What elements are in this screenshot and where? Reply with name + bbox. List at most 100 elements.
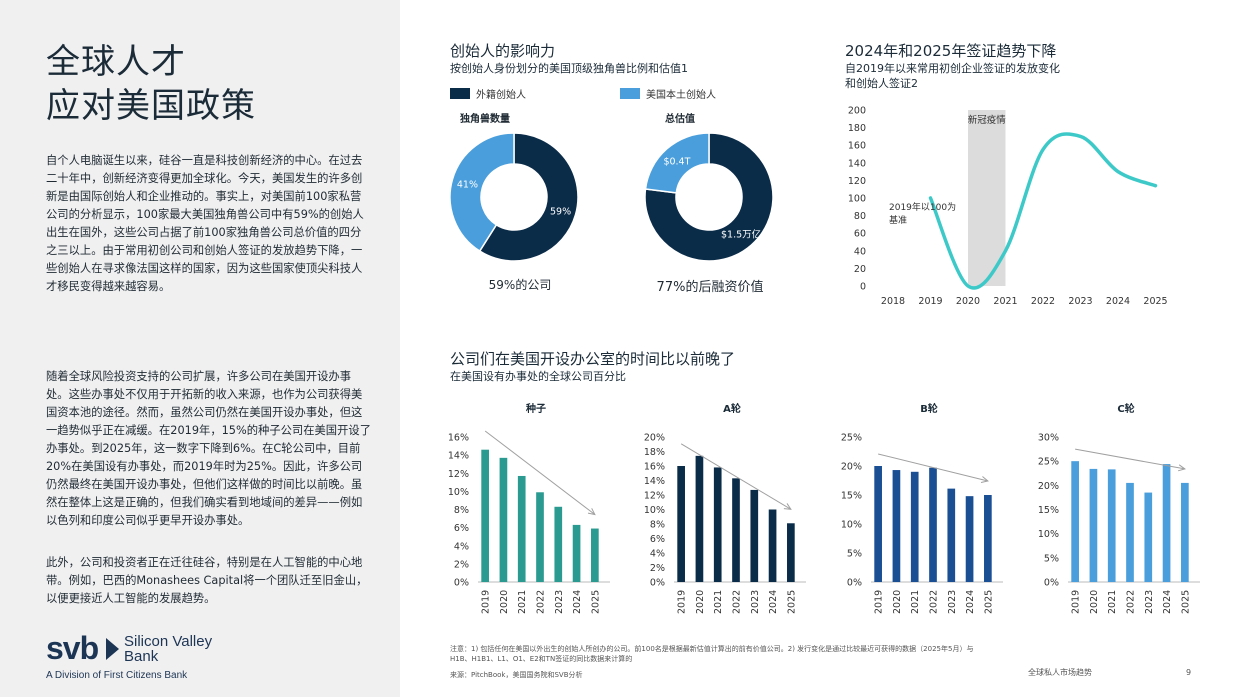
bar-xtick: 2021 [1107,590,1118,614]
donut1-title: 独角兽数量 [460,114,510,125]
donut2-caption: 77%的后融资价值 [656,280,764,295]
bar [499,457,508,582]
title-line-1: 全球人才 [46,42,186,82]
visa-xtick: 2023 [1068,296,1092,307]
bar-chart-1: A轮 0% 2% 4% 6% 8% 10% 12% 14% 16% 18% 20% 2019 2020 20… [644,402,806,614]
bar [517,475,526,582]
page-title: 全球人才 应对美国政策 [46,40,256,128]
bar-ytick: 4% [454,541,469,552]
bar-xtick: 2019 [874,590,885,614]
donut2-title: 总估值 [665,114,695,125]
donut1-label-0: 59% [550,207,571,218]
bar-xtick: 2020 [892,590,903,614]
bar-ytick: 12% [448,469,469,480]
visa-ytick: 60 [854,229,866,240]
footer-note: 注意：1) 包括任何在美国以外出生的创始人所创办的公司。前100名是根据最新估值… [450,645,974,663]
visa-xtick: 2020 [956,296,980,307]
bar-chart-title: A轮 [723,402,741,415]
bar-ytick: 6% [650,534,665,545]
bar-ytick: 0% [650,578,665,589]
bar [481,449,489,582]
visa-xtick: 2021 [993,296,1017,307]
bar-xtick: 2022 [929,590,940,614]
bar-xtick: 2019 [481,590,492,614]
visa-line-chart: 新冠疫情 0 20 40 60 80 100 120 140 160 180 200 2018 2019 2… [848,106,1168,308]
visa-ytick: 160 [848,141,866,152]
visa-title: 2024年和2025年签证趋势下降 [845,42,1057,60]
bar [732,478,740,582]
bar [695,455,704,582]
visa-ytick: 180 [848,123,866,134]
donut2-label-0: $1.5万亿 [721,228,761,240]
donut2-slice-1 [644,132,710,194]
bar-xtick: 2021 [713,590,724,614]
bar [910,471,919,582]
title-line-2: 应对美国政策 [46,86,256,126]
bar [768,509,777,582]
visa-xtick: 2024 [1106,296,1130,307]
bar [1144,492,1153,582]
visa-xtick: 2018 [881,296,905,307]
bar-xtick: 2025 [786,590,797,614]
visa-point [1004,249,1007,252]
trend-arrow-head [783,503,792,510]
bar-ytick: 5% [847,549,862,560]
base-label-line2: 基准 [889,214,907,226]
bar-xtick: 2021 [517,590,528,614]
bar-ytick: 12% [644,491,665,502]
bar-ytick: 10% [1038,529,1059,540]
bar-chart-0: 种子 0% 2% 4% 6% 8% 10% 12% 14% 16% 2019 2020 2021 2022… [448,402,610,614]
footer-source: 来源：PitchBook，美国国务院和SVB分析 [450,671,583,679]
visa-xtick: 2022 [1031,296,1055,307]
visa-subtitle: 自2019年以来常用初创企业签证的发放变化 和创始人签证2 [845,61,1060,91]
bar-xtick: 2019 [1071,590,1082,614]
bar [1107,469,1116,582]
visa-ytick: 100 [848,194,866,205]
bar-ytick: 8% [454,505,469,516]
bar [1162,464,1171,582]
covid-band [968,110,1006,286]
visa-xtick: 2025 [1143,296,1167,307]
logo-subtitle: A Division of First Citizens Bank [46,670,188,681]
bar-ytick: 5% [1044,553,1059,564]
relocation-paragraph: 此外，公司和投资者正在迁往硅谷，特别是在人工智能的中心地带。例如，巴西的Mona… [46,556,368,605]
bar [787,523,795,582]
donut1-slice-0 [478,132,579,262]
bar [1126,482,1134,582]
bar-chart-title: 种子 [525,402,546,415]
visa-ytick: 0 [860,282,866,293]
bar-xtick: 2025 [983,590,994,614]
bar-xtick: 2021 [910,590,921,614]
bar-xtick: 2023 [750,590,761,614]
bar [929,467,937,582]
visa-ytick: 200 [848,106,866,117]
visa-point [929,196,932,200]
bar-xtick: 2020 [695,590,706,614]
donut1-label-1: 41% [457,179,478,190]
bar-ytick: 0% [847,578,862,589]
bar-ytick: 20% [1038,481,1059,492]
bar [591,528,599,582]
offices-subtitle: 在美国设有办事处的全球公司百分比 [450,370,626,383]
bar-ytick: 15% [841,491,862,502]
bar-ytick: 10% [448,487,469,498]
bar-xtick: 2020 [499,590,510,614]
trend-arrow-line [484,430,596,515]
donut2-label-1: $0.4T [663,157,690,168]
page-number: 9 [1186,668,1192,677]
bar [750,489,759,582]
left-panel: 全球人才 应对美国政策 自个人电脑诞生以来，硅谷一直是科技创新经济的中心。在过去… [0,0,400,697]
legend-swatch-native [620,88,640,99]
bar [1071,461,1079,582]
logo-mark: svb [46,630,99,666]
legend-native: 美国本土创始人 [620,86,716,101]
bar-ytick: 2% [454,559,469,570]
bar [965,496,974,582]
visa-subtitle-line2: 和创始人签证2 [845,77,918,90]
bar-xtick: 2024 [768,590,779,614]
visa-point [966,284,970,288]
trend-arrow-head [587,508,596,516]
legend-label-foreign: 外籍创始人 [476,90,526,101]
trend-arrow-head [1177,464,1186,472]
visa-ytick: 140 [848,158,866,169]
